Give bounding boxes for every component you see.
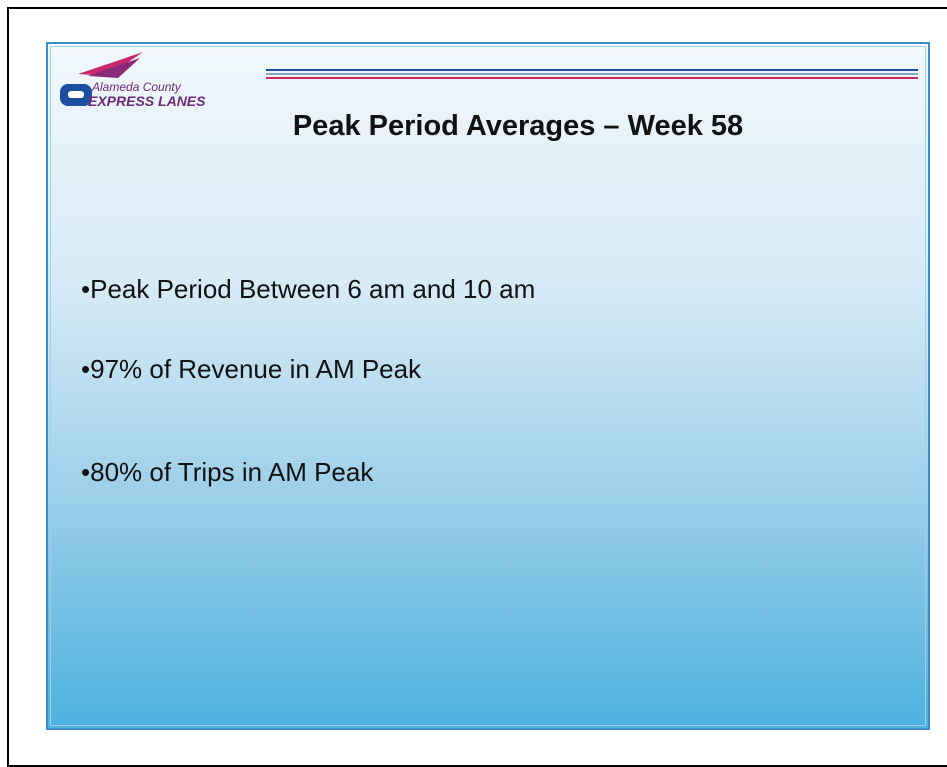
logo-stripe [78,52,143,76]
bullet: •Peak Period Between 6 am and 10 am [81,274,536,304]
header-graphics [60,52,918,106]
logo-stripe [88,58,140,78]
page: Alameda County EXPRESS LANES Peak Period… [7,7,947,767]
slide-title: Peak Period Averages – Week 58 [292,110,744,142]
bullet: •80% of Trips in AM Peak [81,457,374,487]
logo-text: Alameda County [92,80,181,94]
logo-text: EXPRESS LANES [88,93,206,109]
logo-mark-inner [68,91,84,98]
slide: Alameda County EXPRESS LANES Peak Period… [46,42,930,730]
bullet: •97% of Revenue in AM Peak [81,354,422,384]
